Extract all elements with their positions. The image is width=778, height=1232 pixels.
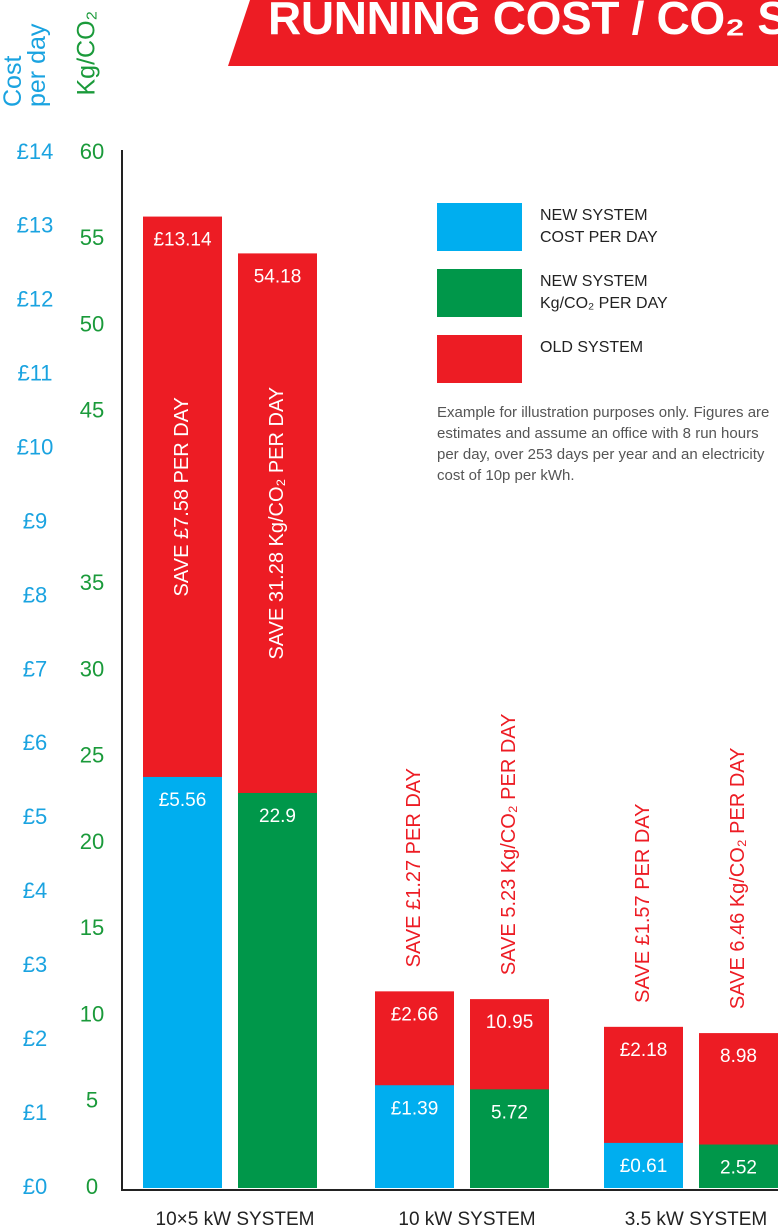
y2-tick-label: 10 bbox=[80, 1001, 104, 1026]
data-label: 8.98 bbox=[720, 1046, 757, 1067]
legend-label: NEW SYSTEM Kg/CO₂ PER DAY bbox=[540, 273, 668, 312]
bar bbox=[375, 1085, 454, 1188]
data-label: 22.9 bbox=[259, 806, 296, 827]
data-label: £2.18 bbox=[620, 1040, 668, 1061]
legend-swatch bbox=[437, 269, 522, 317]
y2-tick-label: 55 bbox=[80, 225, 104, 250]
y-tick-label: £8 bbox=[23, 582, 47, 607]
y-tick-label: £5 bbox=[23, 804, 47, 829]
y2-tick-label: 25 bbox=[80, 743, 104, 768]
data-label: £2.66 bbox=[391, 1004, 439, 1025]
y-tick-label: £2 bbox=[23, 1026, 47, 1051]
x-tick-label: 10 kW SYSTEM bbox=[398, 1209, 535, 1230]
y-tick-label: £3 bbox=[23, 952, 47, 977]
data-label: 2.52 bbox=[720, 1158, 757, 1179]
y2-tick-label: 60 bbox=[80, 139, 104, 164]
legend-swatch bbox=[437, 203, 522, 251]
y-tick-label: £13 bbox=[17, 213, 54, 238]
y2-tick-label: 5 bbox=[86, 1088, 98, 1113]
annotation: SAVE 6.46 Kg/CO₂ PER DAY bbox=[727, 748, 749, 1010]
data-label: £5.56 bbox=[159, 790, 207, 811]
bar bbox=[143, 776, 222, 1188]
y-tick-label: £9 bbox=[23, 508, 47, 533]
legend-label: NEW SYSTEM COST PER DAY bbox=[540, 207, 658, 246]
bar bbox=[699, 1144, 778, 1188]
annotation: SAVE £1.57 PER DAY bbox=[632, 803, 654, 1002]
annotation: SAVE 31.28 Kg/CO₂ PER DAY bbox=[266, 387, 288, 660]
data-label: £1.39 bbox=[391, 1098, 439, 1119]
x-tick-label: 10×5 kW SYSTEM bbox=[156, 1209, 315, 1230]
y-tick-label: £7 bbox=[23, 656, 47, 681]
y-tick-label: £10 bbox=[17, 435, 54, 460]
annotation: SAVE £7.58 PER DAY bbox=[171, 397, 193, 596]
y-tick-label: £12 bbox=[17, 287, 54, 312]
legend-label: OLD SYSTEM bbox=[540, 339, 644, 356]
chart-title: RUNNING COST / CO₂ S bbox=[268, 0, 778, 44]
y2-tick-label: 50 bbox=[80, 311, 104, 336]
y-tick-label: £4 bbox=[23, 878, 47, 903]
y-tick-label: £1 bbox=[23, 1100, 47, 1125]
data-label: 10.95 bbox=[486, 1012, 534, 1033]
data-label: £13.14 bbox=[153, 230, 212, 251]
x-tick-label: 3.5 kW SYSTEM bbox=[625, 1209, 768, 1230]
y2-tick-label: 0 bbox=[86, 1174, 98, 1199]
y2-tick-label: 15 bbox=[80, 915, 104, 940]
y2-axis-label: Kg/CO₂ bbox=[72, 10, 101, 96]
title-banner bbox=[228, 0, 778, 66]
y-tick-label: £0 bbox=[23, 1174, 47, 1199]
y-tick-label: £6 bbox=[23, 730, 47, 755]
y-axis-label: Cost per day bbox=[0, 23, 51, 107]
y2-tick-label: 45 bbox=[80, 398, 104, 423]
y2-tick-label: 20 bbox=[80, 829, 104, 854]
annotation: SAVE 5.23 Kg/CO₂ PER DAY bbox=[498, 714, 520, 976]
y-tick-label: £11 bbox=[17, 361, 52, 386]
data-label: £0.61 bbox=[620, 1156, 668, 1177]
y2-tick-label: 30 bbox=[80, 656, 104, 681]
bar bbox=[470, 1089, 549, 1188]
annotation: SAVE £1.27 PER DAY bbox=[403, 768, 425, 967]
y-tick-label: £14 bbox=[17, 139, 54, 164]
data-label: 54.18 bbox=[254, 266, 302, 287]
y2-tick-label: 35 bbox=[80, 570, 104, 595]
note: Example for illustration purposes only. … bbox=[437, 404, 770, 484]
data-label: 5.72 bbox=[491, 1102, 528, 1123]
legend-swatch bbox=[437, 335, 522, 383]
bar bbox=[604, 1142, 683, 1188]
bar bbox=[238, 792, 317, 1188]
